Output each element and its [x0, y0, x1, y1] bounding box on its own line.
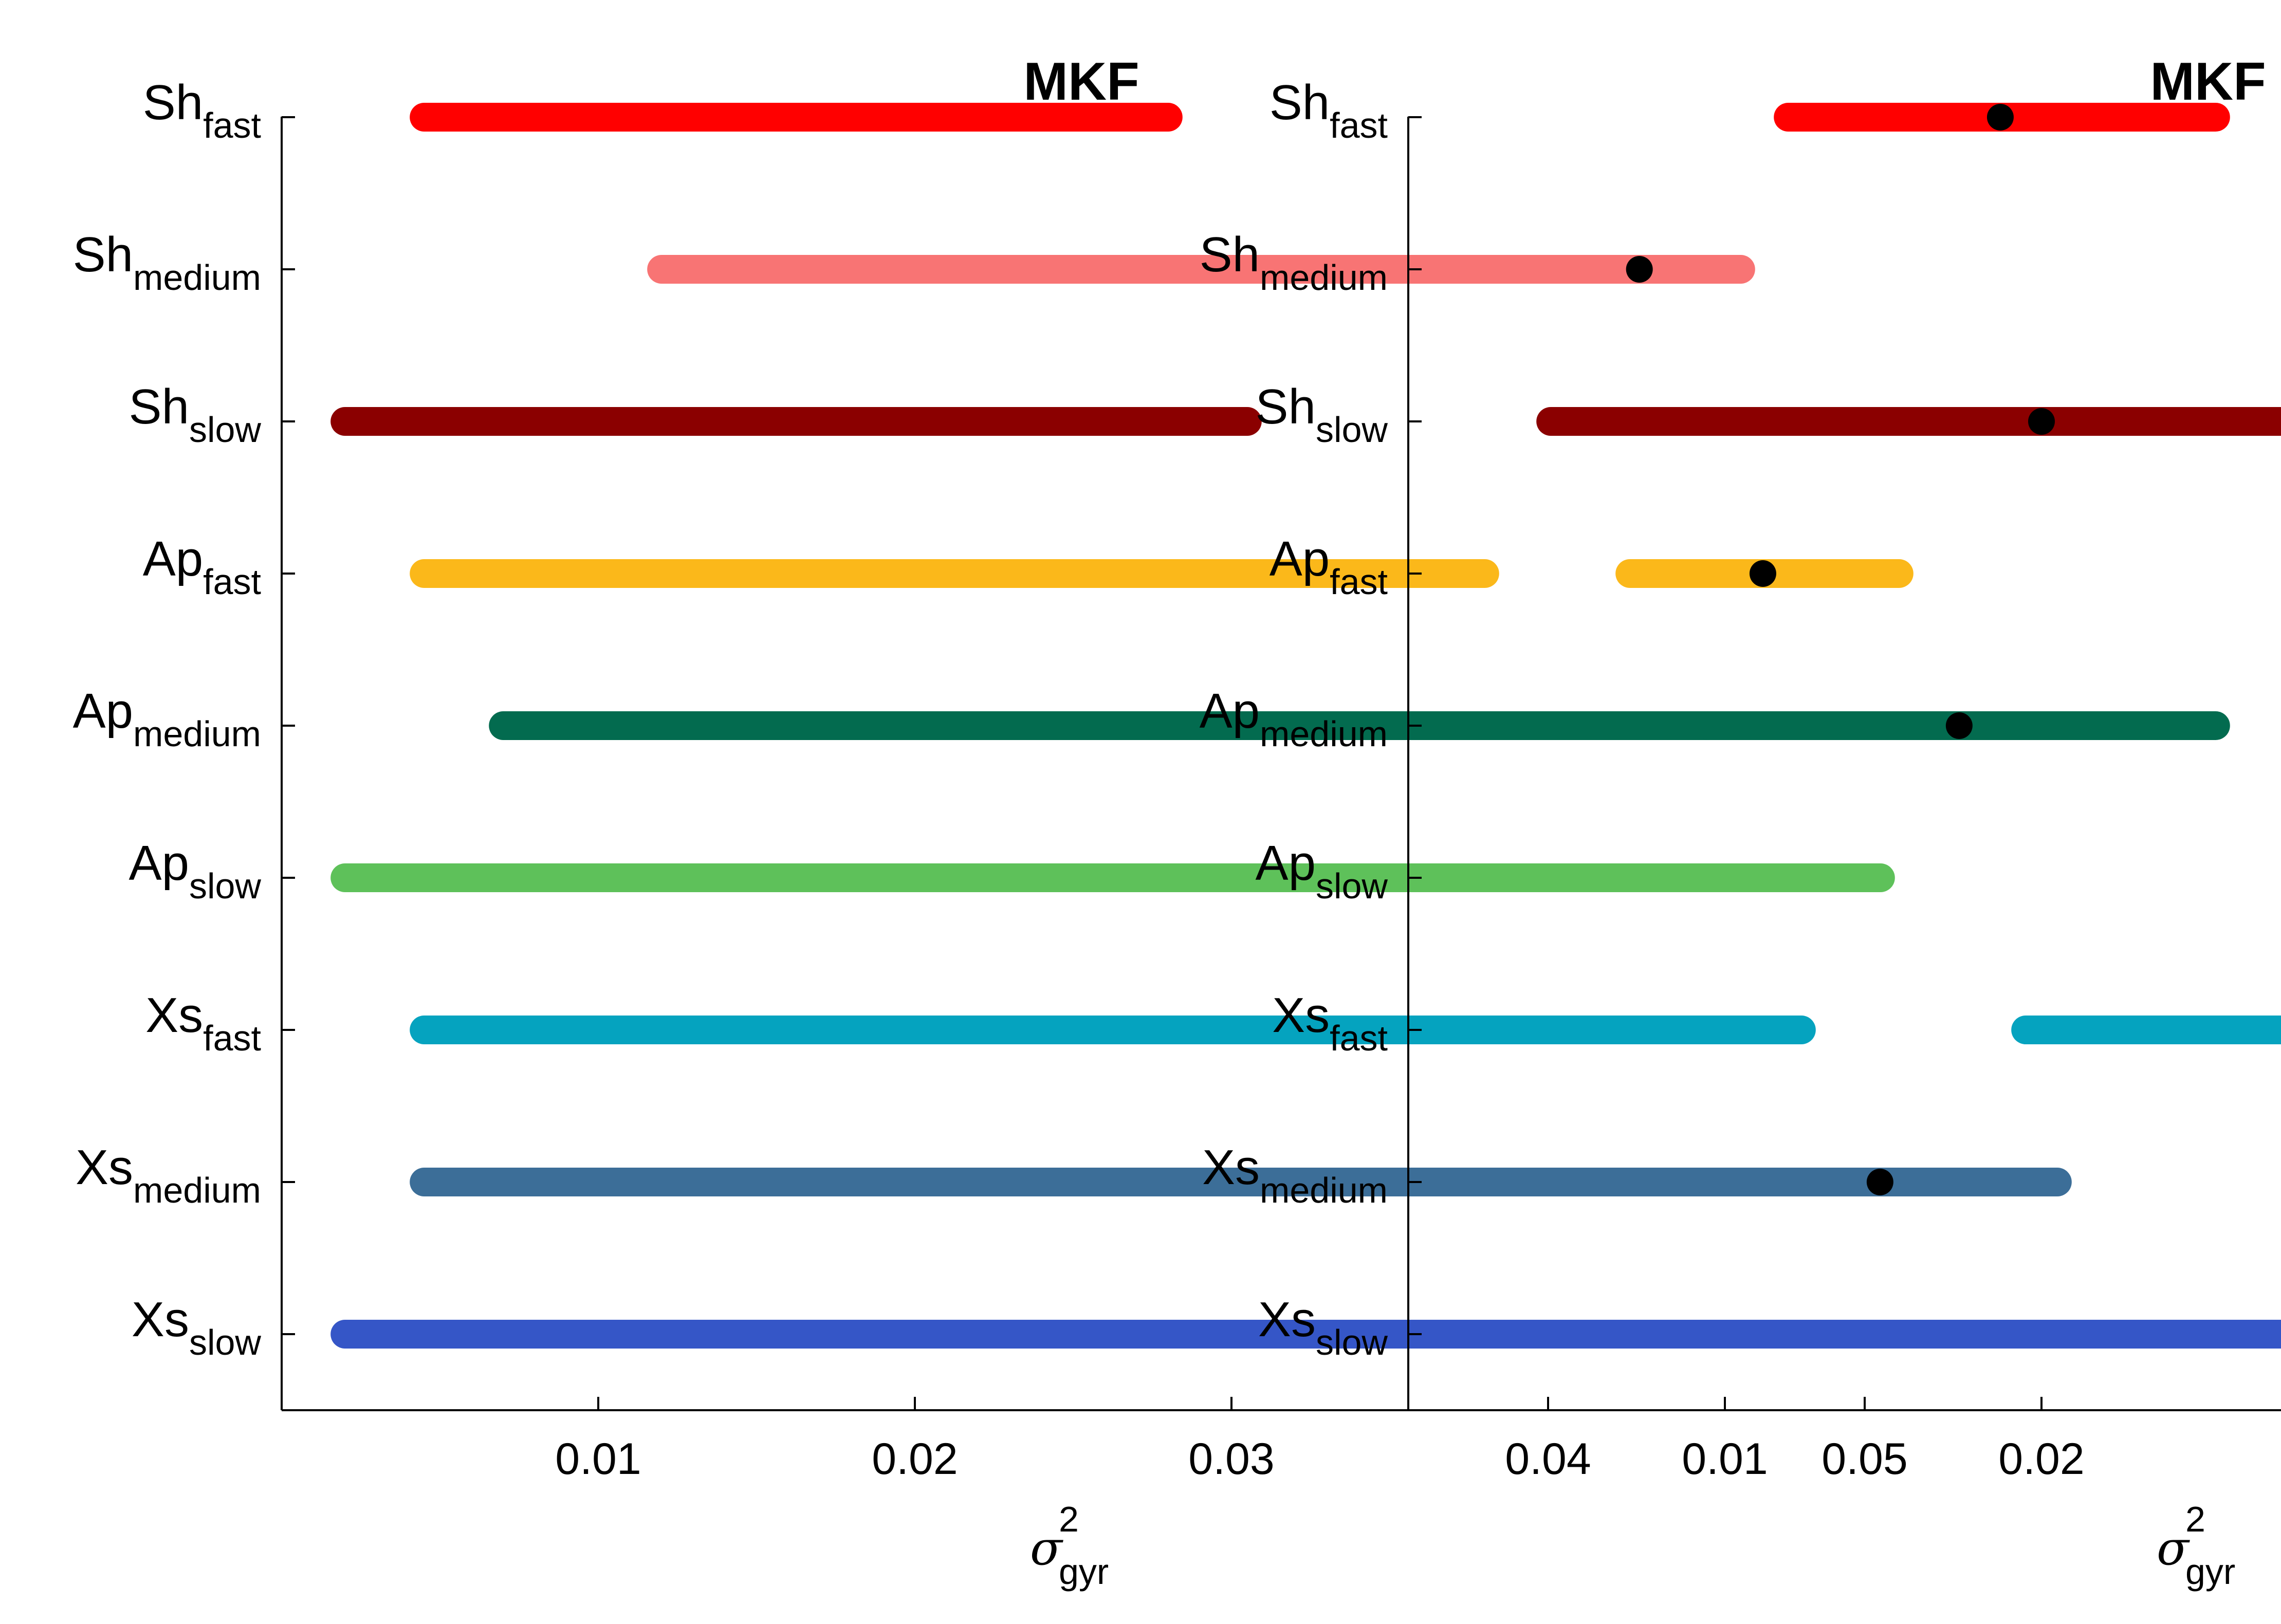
point-marker [2028, 408, 2055, 435]
x-tick-label: 0.03 [1188, 1434, 1274, 1484]
point-marker [1626, 256, 1653, 283]
left-range-chart: 0.01 0.02 0.03 0.04 0.05 σ2 gyr MKF Shfast Shmedi… [73, 52, 1908, 1592]
y-tick-label: Xsfast [1272, 988, 1388, 1058]
y-tick-label: Shslow [1256, 379, 1388, 450]
y-tick-label: Apfast [1270, 531, 1388, 602]
y-tick-label: Xsmedium [76, 1140, 261, 1210]
x-tick-label: 0.01 [1682, 1434, 1768, 1484]
point-marker [1866, 1169, 1893, 1195]
y-tick-label: Xsfast [145, 988, 261, 1058]
chart-title: MKF [1023, 52, 1139, 112]
x-tick-label: 0.02 [1998, 1434, 2084, 1484]
right-range-chart: 0.010.020.030.040.05σ2gyrMKFShfastShmedi… [1200, 52, 2281, 1592]
y-tick-label: Apfast [143, 531, 261, 602]
y-tick-label: Shfast [1270, 75, 1388, 145]
y-tick-label: Apslow [1256, 836, 1388, 906]
y-tick-label: Apslow [129, 836, 262, 906]
y-tick-label: Xsslow [132, 1292, 262, 1362]
x-axis-label-subscript: gyr [2185, 1552, 2235, 1592]
x-tick-label: 0.02 [872, 1434, 958, 1484]
y-tick-label: Shmedium [1200, 227, 1388, 298]
x-tick-label: 0.05 [1822, 1434, 1907, 1484]
y-tick-label: Apmedium [73, 684, 261, 754]
x-tick-label: 0.01 [555, 1434, 641, 1484]
x-tick-label: 0.04 [1505, 1434, 1591, 1484]
x-axis-label-subscript: gyr [1059, 1552, 1109, 1592]
x-axis-label: σ [2157, 1521, 2190, 1576]
point-marker [1945, 712, 1973, 739]
chart-title: MKF [2150, 52, 2266, 112]
y-tick-label: Shmedium [73, 227, 261, 298]
y-tick-label: Xsslow [1258, 1292, 1388, 1362]
point-marker [1749, 560, 1776, 587]
y-tick-label: Apmedium [1200, 684, 1388, 754]
y-tick-label: Shfast [143, 75, 261, 145]
x-axis-label: σ [1030, 1521, 1063, 1576]
x-axis-label-superscript: 2 [1059, 1499, 1079, 1539]
x-axis-label-superscript: 2 [2185, 1499, 2205, 1539]
y-tick-label: Xsmedium [1202, 1140, 1388, 1210]
y-tick-label: Shslow [129, 379, 262, 450]
point-marker [1986, 104, 2014, 131]
